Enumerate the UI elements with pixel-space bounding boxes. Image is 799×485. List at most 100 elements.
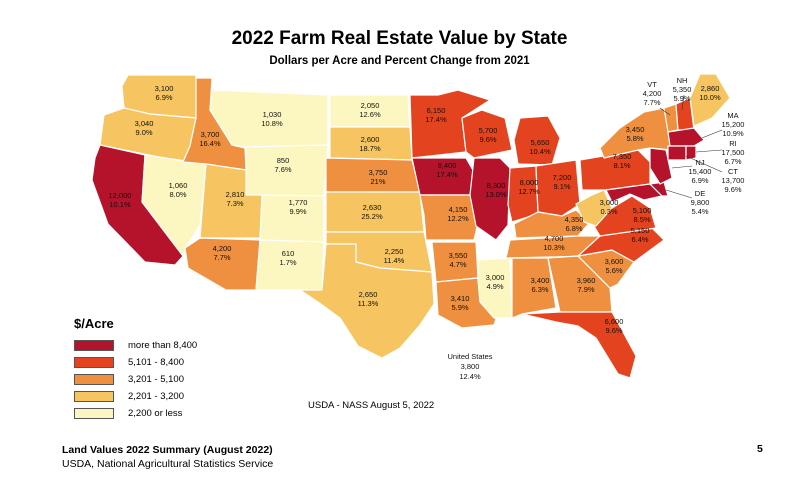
svg-text:6.9%: 6.9% bbox=[155, 93, 172, 102]
svg-text:10.4%: 10.4% bbox=[529, 147, 551, 156]
svg-text:8.5%: 8.5% bbox=[633, 215, 650, 224]
svg-text:8.1%: 8.1% bbox=[613, 161, 630, 170]
svg-text:4,200: 4,200 bbox=[643, 89, 662, 98]
state-al bbox=[511, 257, 557, 319]
svg-text:10.1%: 10.1% bbox=[109, 200, 131, 209]
svg-text:3,960: 3,960 bbox=[577, 276, 596, 285]
svg-text:2,600: 2,600 bbox=[361, 135, 380, 144]
svg-text:13,700: 13,700 bbox=[722, 176, 745, 185]
svg-text:3,040: 3,040 bbox=[135, 119, 154, 128]
state-me bbox=[689, 73, 731, 127]
svg-text:0.3%: 0.3% bbox=[600, 207, 617, 216]
svg-text:4,350: 4,350 bbox=[565, 215, 584, 224]
state-tx bbox=[299, 243, 435, 359]
svg-text:9,800: 9,800 bbox=[691, 198, 710, 207]
svg-text:12.2%: 12.2% bbox=[447, 214, 469, 223]
state-wv bbox=[575, 189, 613, 227]
svg-text:5.9%: 5.9% bbox=[451, 303, 468, 312]
state-oh bbox=[535, 159, 581, 217]
svg-text:4,200: 4,200 bbox=[213, 244, 232, 253]
svg-text:United States: United States bbox=[447, 352, 492, 361]
svg-text:3,800: 3,800 bbox=[461, 362, 480, 371]
svg-text:4.9%: 4.9% bbox=[486, 282, 503, 291]
svg-text:21%: 21% bbox=[370, 177, 385, 186]
svg-text:DE: DE bbox=[695, 189, 705, 198]
svg-text:7,200: 7,200 bbox=[553, 173, 572, 182]
svg-text:15,200: 15,200 bbox=[722, 120, 745, 129]
svg-text:2,810: 2,810 bbox=[226, 190, 245, 199]
svg-text:3,410: 3,410 bbox=[451, 294, 470, 303]
svg-text:13.0%: 13.0% bbox=[485, 190, 507, 199]
legend-swatch bbox=[74, 408, 114, 419]
source-note: USDA - NASS August 5, 2022 bbox=[308, 400, 435, 411]
footer: Land Values 2022 Summary (August 2022) U… bbox=[62, 443, 273, 471]
svg-text:6.7%: 6.7% bbox=[724, 157, 741, 166]
svg-text:1.7%: 1.7% bbox=[279, 258, 296, 267]
svg-text:8.0%: 8.0% bbox=[169, 190, 186, 199]
svg-text:5,350: 5,350 bbox=[673, 85, 692, 94]
svg-text:10.8%: 10.8% bbox=[261, 119, 283, 128]
svg-text:1,770: 1,770 bbox=[289, 198, 308, 207]
svg-text:9.9%: 9.9% bbox=[289, 207, 306, 216]
svg-text:2,860: 2,860 bbox=[701, 84, 720, 93]
svg-text:16.4%: 16.4% bbox=[199, 139, 221, 148]
svg-text:2,630: 2,630 bbox=[363, 203, 382, 212]
svg-text:12,000: 12,000 bbox=[109, 191, 132, 200]
svg-text:3,000: 3,000 bbox=[486, 273, 505, 282]
svg-text:4,150: 4,150 bbox=[449, 205, 468, 214]
svg-text:5,700: 5,700 bbox=[479, 126, 498, 135]
svg-text:8,000: 8,000 bbox=[520, 178, 539, 187]
svg-text:850: 850 bbox=[277, 156, 290, 165]
svg-text:5.9%: 5.9% bbox=[673, 94, 690, 103]
svg-text:18.7%: 18.7% bbox=[359, 144, 381, 153]
state-ms bbox=[477, 257, 513, 319]
svg-text:15,400: 15,400 bbox=[689, 167, 712, 176]
svg-text:10.3%: 10.3% bbox=[543, 243, 565, 252]
state-ri bbox=[685, 145, 697, 161]
legend-label: 3,201 - 5,100 bbox=[128, 374, 184, 385]
svg-text:3,700: 3,700 bbox=[201, 130, 220, 139]
svg-text:17.4%: 17.4% bbox=[425, 115, 447, 124]
legend-swatch bbox=[74, 391, 114, 402]
state-ma bbox=[667, 127, 705, 147]
svg-text:7.9%: 7.9% bbox=[577, 285, 594, 294]
state-il bbox=[469, 157, 511, 241]
svg-text:NH: NH bbox=[677, 76, 688, 85]
state-fl bbox=[521, 311, 637, 379]
svg-text:9.0%: 9.0% bbox=[135, 128, 152, 137]
map-title: 2022 Farm Real Estate Value by State bbox=[231, 28, 568, 49]
state-mn bbox=[409, 89, 491, 159]
leader-line bbox=[659, 107, 671, 116]
svg-text:10.9%: 10.9% bbox=[722, 129, 744, 138]
svg-text:9.6%: 9.6% bbox=[724, 185, 741, 194]
svg-text:7.6%: 7.6% bbox=[274, 165, 291, 174]
svg-text:RI: RI bbox=[729, 139, 737, 148]
legend-label: 2,200 or less bbox=[128, 408, 183, 419]
footer-title: Land Values 2022 Summary (August 2022) bbox=[62, 444, 273, 456]
legend-title: $/Acre bbox=[74, 316, 114, 331]
svg-text:NJ: NJ bbox=[695, 158, 704, 167]
footer-org: USDA, National Agricultural Statistics S… bbox=[62, 458, 274, 470]
